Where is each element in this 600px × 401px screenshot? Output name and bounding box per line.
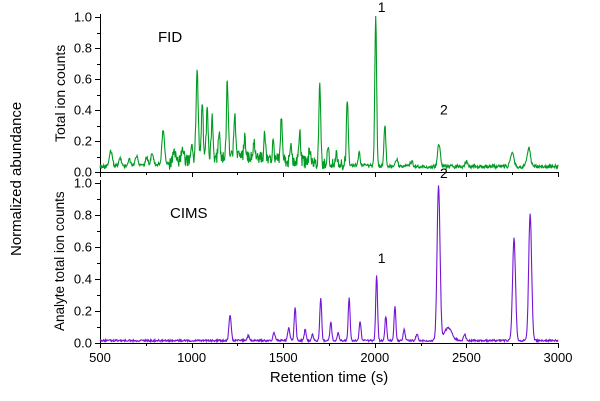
fid-ytick-label: 0.6 [74, 72, 92, 87]
fid-trace [99, 15, 559, 171]
fid-axes [95, 14, 559, 177]
fid-ytick-label: 0.4 [74, 103, 92, 118]
cims-trace [99, 185, 559, 344]
figure-y-axis-label: Normalized abundance [8, 101, 25, 257]
cims-panel-title: CIMS [170, 205, 208, 222]
fid-peak-label-1: 1 [378, 0, 386, 15]
fid-panel-title: FID [158, 29, 183, 46]
fid-ytick-label: 1.0 [74, 10, 92, 25]
cims-ytick-label: 0.4 [74, 272, 92, 287]
cims-axes [95, 180, 559, 348]
fid-ytick-label: 0.8 [74, 41, 92, 56]
x-tick-label: 1500 [269, 350, 298, 365]
cims-ytick-label: 1.0 [74, 176, 92, 191]
x-tick-label: 500 [89, 350, 111, 365]
cims-peak-label-1: 1 [378, 250, 386, 266]
cims-peak-label-2: 2 [440, 165, 448, 181]
fid-ytick-label: 0.0 [74, 165, 92, 180]
fid-ytick-label: 0.2 [74, 134, 92, 149]
fid-tick-labels: 0.0 0.2 0.4 0.6 0.8 1.0 [74, 10, 92, 180]
cims-ytick-label: 0.6 [74, 240, 92, 255]
cims-ytick-label: 0.2 [74, 304, 92, 319]
cims-ytick-label: 0.0 [74, 336, 92, 351]
cims-tick-labels: 0.0 0.2 0.4 0.6 0.8 1.0 500 1000 1500 2000 2500 300… [74, 176, 573, 365]
fid-y-axis-label: Total ion counts [52, 44, 68, 142]
cims-y-axis-label: Analyte total ion counts [52, 191, 67, 331]
cims-ytick-label: 0.8 [74, 208, 92, 223]
x-tick-label: 2000 [360, 350, 389, 365]
x-tick-label: 2500 [452, 350, 481, 365]
x-tick-label: 1000 [177, 350, 206, 365]
x-tick-label: 3000 [544, 350, 573, 365]
x-axis-label: Retention time (s) [269, 369, 389, 386]
fid-peak-label-2: 2 [440, 101, 448, 117]
